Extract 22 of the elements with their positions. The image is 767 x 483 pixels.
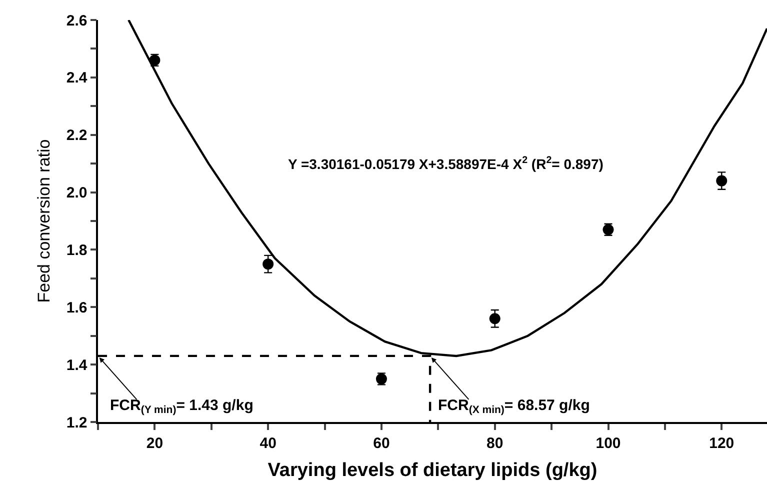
y-tick-label: 2.4 xyxy=(66,70,88,87)
y-tick-label: 2.2 xyxy=(66,127,88,144)
y-tick-label: 1.4 xyxy=(66,356,88,374)
x-tick-label: 120 xyxy=(709,434,734,452)
annotation: FCR$_{(Y min)}$= 1.43 g/kg xyxy=(110,397,254,416)
point xyxy=(716,175,728,186)
y-tick-label: 2.6 xyxy=(66,12,88,30)
annotation: FCR$_{(X min)}$= 68.57 g/kg xyxy=(438,397,590,416)
y-tick-label: 1.6 xyxy=(66,299,88,316)
x-tick-label: 40 xyxy=(260,434,276,452)
x-axis-title: Varying levels of dietary lipids (g/kg) xyxy=(268,460,598,482)
point xyxy=(489,313,500,324)
y-tick-label: 1.2 xyxy=(66,414,88,432)
x-tick-label: 20 xyxy=(146,434,164,452)
x-tick-label: 60 xyxy=(373,434,390,452)
y-tick-label: 1.8 xyxy=(66,242,88,259)
y-axis-title: Feed conversion ratio xyxy=(34,139,54,303)
x-tick-label: 100 xyxy=(596,434,621,452)
annotation: Y =3.30161-0.05179 X+3.58897E-4 X$^{2}$ (R$^{2}$= 0.897) xyxy=(288,155,604,172)
y-tick-label: 2.0 xyxy=(66,184,88,202)
x-tick-label: 80 xyxy=(486,434,504,452)
point xyxy=(262,258,274,270)
